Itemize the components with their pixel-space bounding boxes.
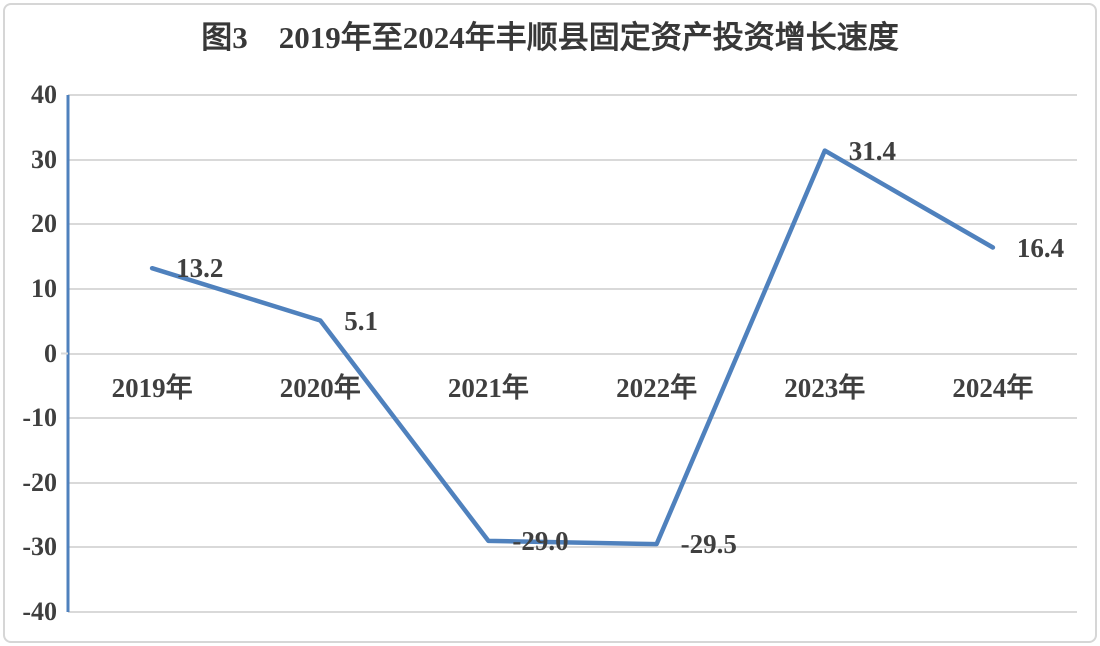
x-axis-label: 2022年: [616, 373, 698, 403]
y-axis-tick-label: -30: [22, 532, 57, 562]
x-axis-label: 2023年: [784, 373, 866, 403]
data-label: -29.5: [680, 529, 737, 560]
data-label: 5.1: [344, 305, 379, 336]
gridline: [68, 417, 1077, 420]
y-axis-tick-label: 30: [31, 144, 57, 174]
y-axis-tick-label: 40: [31, 80, 57, 109]
data-label: 16.4: [1016, 232, 1065, 263]
data-label: 13.2: [176, 253, 224, 284]
gridline: [68, 481, 1077, 484]
gridline: [68, 158, 1077, 161]
x-axis-label: 2021年: [447, 373, 529, 403]
data-label: -29.0: [512, 525, 569, 556]
data-label: 31.4: [848, 135, 897, 166]
gridline: [68, 94, 1077, 96]
gridline: [68, 223, 1077, 226]
gridline: [68, 546, 1077, 549]
y-axis-tick-label: 20: [31, 209, 57, 239]
y-axis-tick-label: 0: [44, 338, 57, 368]
investment-growth-line: [149, 148, 996, 547]
x-axis-label: 2019年: [111, 373, 193, 403]
y-axis-tick-label: -40: [22, 597, 57, 626]
y-axis-tick-label: 10: [31, 273, 57, 303]
gridline: [68, 287, 1077, 290]
gridline: [68, 352, 1077, 355]
y-axis-tick-label: -10: [22, 403, 57, 433]
gridline: [68, 611, 1077, 613]
chart-title: 图3 2019年至2024年丰顺县固定资产投资增长速度: [201, 20, 899, 55]
x-axis-label: 2024年: [952, 373, 1034, 403]
x-axis-label: 2020年: [279, 373, 361, 403]
y-axis-tick-label: -20: [22, 467, 57, 497]
